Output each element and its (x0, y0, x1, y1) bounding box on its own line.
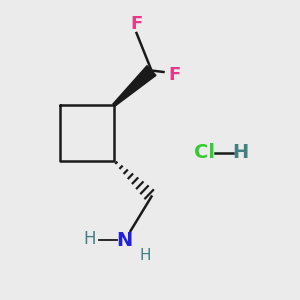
Text: H: H (232, 143, 248, 163)
Text: H: H (140, 248, 151, 262)
Text: H: H (83, 230, 96, 247)
Polygon shape (113, 66, 156, 106)
Text: N: N (116, 230, 133, 250)
Text: F: F (130, 15, 142, 33)
Text: Cl: Cl (194, 143, 214, 163)
Text: F: F (168, 66, 180, 84)
